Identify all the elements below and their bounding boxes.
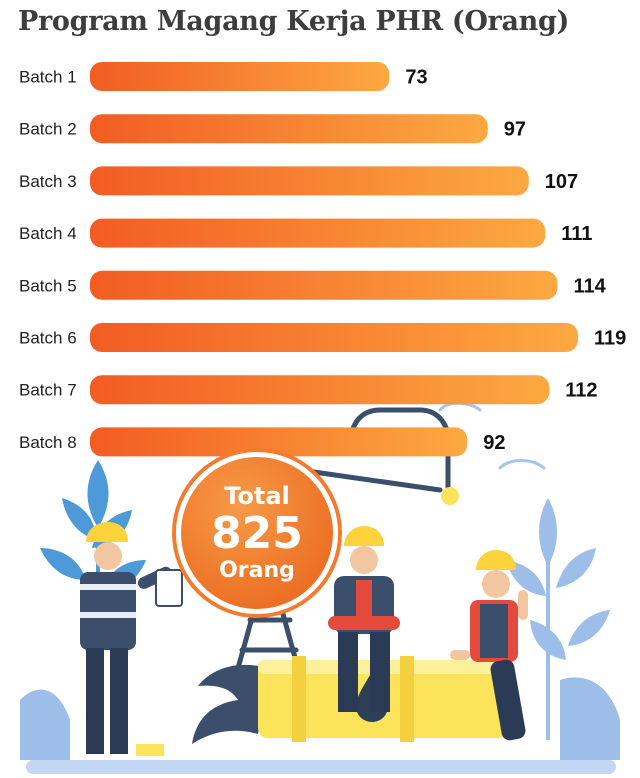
bar-chart: Batch 1 73 Batch 2 97 Batch 3 107 Batch 4 111 Ba…: [19, 62, 626, 457]
leaves-right: [506, 498, 610, 740]
category-label: Batch 5: [19, 276, 77, 295]
category-label: Batch 1: [19, 68, 77, 87]
value-label: 114: [573, 275, 606, 297]
bar: [90, 218, 546, 248]
value-label: 107: [545, 171, 578, 193]
value-label: 73: [405, 67, 427, 89]
value-label: 119: [594, 328, 626, 350]
category-label: Batch 8: [19, 433, 77, 452]
oil-splash: [192, 664, 268, 744]
bar: [90, 166, 529, 196]
total-badge: Total 825 Orang: [176, 452, 338, 614]
bushes-bottom: [20, 677, 620, 760]
ground: [26, 760, 616, 774]
value-label: 92: [483, 432, 505, 454]
total-value: 825: [211, 508, 303, 559]
value-label: 111: [561, 223, 592, 245]
bar: [90, 114, 488, 144]
bar: [90, 427, 468, 457]
total-label: Total: [224, 482, 290, 510]
bar: [90, 270, 558, 300]
category-label: Batch 6: [19, 329, 77, 348]
pump-joint: [441, 487, 459, 505]
bars: Batch 1 73 Batch 2 97 Batch 3 107 Batch 4 111 Ba…: [19, 62, 626, 457]
worker-right: [450, 550, 528, 741]
category-label: Batch 3: [19, 172, 77, 191]
category-label: Batch 4: [19, 224, 77, 243]
total-unit: Orang: [219, 558, 295, 583]
chart-title: Program Magang Kerja PHR (Orang): [18, 6, 570, 37]
bar: [90, 62, 390, 91]
bar: [90, 375, 550, 405]
category-label: Batch 7: [19, 381, 77, 400]
worker-middle: [328, 526, 400, 712]
bar: [90, 323, 578, 352]
value-label: 112: [565, 380, 597, 402]
value-label: 97: [504, 119, 526, 141]
worker-left: [80, 522, 183, 756]
category-label: Batch 2: [19, 120, 77, 139]
